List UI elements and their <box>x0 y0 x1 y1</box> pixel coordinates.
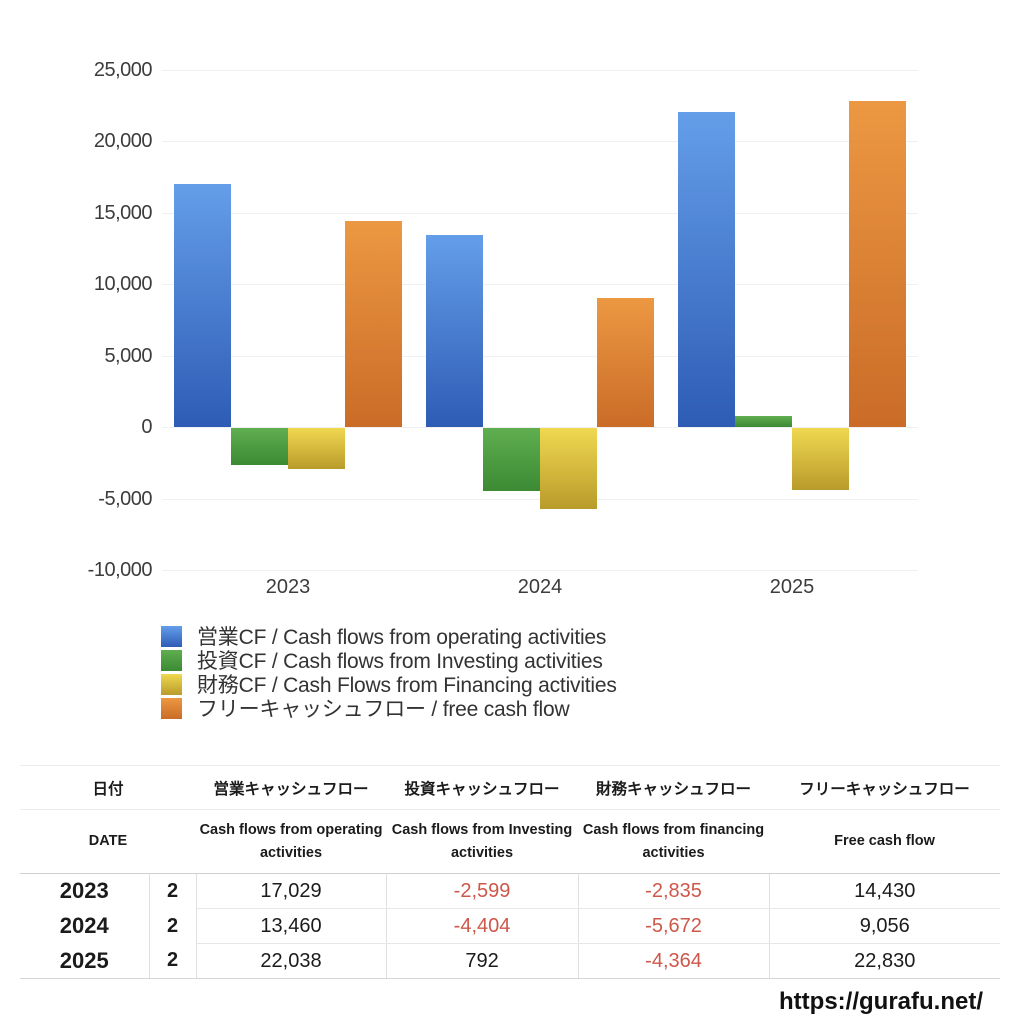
gridline-15000 <box>162 212 918 214</box>
table-row: 2024 2 13,460 -4,404 -5,672 9,056 <box>20 908 1001 944</box>
x-axis-label-2023: 2023 <box>265 576 311 598</box>
y-axis-label: 5,000 <box>104 344 152 367</box>
table-header-row-en: DATE Cash flows from operating activitie… <box>20 809 1001 874</box>
table-row: 2023 2 17,029 -2,599 -2,835 14,430 <box>20 873 1001 909</box>
cell-free: 9,056 <box>769 908 1001 944</box>
legend-item-financing: 財務CF / Cash Flows from Financing activit… <box>161 672 617 697</box>
cell-free: 14,430 <box>769 873 1001 909</box>
cell-financing: -4,364 <box>578 943 770 979</box>
legend-label-financing: 財務CF / Cash Flows from Financing activit… <box>197 674 617 697</box>
header-free-en: Free cash flow <box>769 809 1001 874</box>
cell-free: 22,830 <box>769 943 1001 979</box>
bar-investing-2024 <box>483 428 540 492</box>
table-header-row-jp: 日付 営業キャッシュフロー 投資キャッシュフロー 財務キャッシュフロー フリーキ… <box>20 765 1001 810</box>
gridline-0 <box>162 427 918 429</box>
y-axis-label: -5,000 <box>98 487 152 510</box>
cell-month: 2 <box>149 873 197 909</box>
header-date-jp: 日付 <box>20 765 197 810</box>
y-axis-label: 10,000 <box>93 273 153 296</box>
legend-swatch-financing-icon <box>161 673 182 695</box>
gridline-20000 <box>162 141 918 143</box>
y-axis-label: 20,000 <box>93 130 153 153</box>
cell-financing: -5,672 <box>578 908 770 944</box>
y-axis-label: 25,000 <box>93 59 153 81</box>
header-operating-en: Cash flows from operating activities <box>196 809 387 874</box>
legend-item-investing: 投資CF / Cash flows from Investing activit… <box>161 648 617 673</box>
bar-financing-2024 <box>540 428 597 510</box>
cell-financing: -2,835 <box>578 873 770 909</box>
header-operating-jp: 営業キャッシュフロー <box>196 765 387 810</box>
cell-operating: 17,029 <box>196 873 387 909</box>
cell-year: 2024 <box>20 908 150 944</box>
cell-month: 2 <box>149 908 197 944</box>
gridline-5000 <box>162 355 918 357</box>
cell-year: 2025 <box>20 943 150 979</box>
gridline--10000 <box>162 570 918 571</box>
header-investing-jp: 投資キャッシュフロー <box>386 765 579 810</box>
legend-label-operating: 営業CF / Cash flows from operating activit… <box>197 626 607 649</box>
cell-investing: 792 <box>386 943 579 979</box>
cell-investing: -4,404 <box>386 908 579 944</box>
bar-free_cash_flow-2024 <box>597 297 654 428</box>
table-row: 2025 2 22,038 792 -4,364 22,830 <box>20 943 1001 979</box>
header-investing-en: Cash flows from Investing activities <box>386 809 579 874</box>
header-financing-en: Cash flows from financing activities <box>578 809 770 874</box>
cell-month: 2 <box>149 943 197 979</box>
legend-swatch-operating-icon <box>161 625 182 647</box>
bar-investing-2023 <box>231 428 288 466</box>
site-url: https://gurafu.net/ <box>779 988 983 1015</box>
x-axis-label-2024: 2024 <box>517 576 563 598</box>
bar-operating-2024 <box>426 234 483 428</box>
cell-operating: 22,038 <box>196 943 387 979</box>
header-free-jp: フリーキャッシュフロー <box>769 765 1001 810</box>
x-axis-label-2025: 2025 <box>769 576 815 598</box>
legend-swatch-free-cash-flow-icon <box>161 697 182 719</box>
cell-year: 2023 <box>20 873 150 909</box>
cell-operating: 13,460 <box>196 908 387 944</box>
cashflow-table: 日付 営業キャッシュフロー 投資キャッシュフロー 財務キャッシュフロー フリーキ… <box>20 765 1001 979</box>
bar-operating-2025 <box>678 112 735 428</box>
bar-free_cash_flow-2025 <box>849 101 906 428</box>
legend-swatch-investing-icon <box>161 649 182 671</box>
bar-investing-2025 <box>735 415 792 428</box>
bar-financing-2023 <box>288 428 345 469</box>
chart-legend: 営業CF / Cash flows from operating activit… <box>161 624 617 721</box>
gridline-10000 <box>162 284 918 286</box>
legend-label-investing: 投資CF / Cash flows from Investing activit… <box>197 650 603 673</box>
legend-item-operating: 営業CF / Cash flows from operating activit… <box>161 624 617 649</box>
cashflow-chart: 25,000 20,000 15,000 10,000 5,000 0 -5,000 -10,… <box>87 59 918 598</box>
legend-item-free-cash-flow: フリーキャッシュフロー / free cash flow <box>161 696 617 721</box>
header-date-en: DATE <box>20 809 197 874</box>
y-axis-label: 15,000 <box>93 201 153 224</box>
y-axis-label: -10,000 <box>87 559 153 581</box>
legend-label-free-cash-flow: フリーキャッシュフロー / free cash flow <box>197 698 570 721</box>
cell-investing: -2,599 <box>386 873 579 909</box>
bar-operating-2023 <box>174 183 231 428</box>
gridline-25000 <box>162 70 918 71</box>
bar-financing-2025 <box>792 428 849 491</box>
y-axis-label: 0 <box>141 416 152 439</box>
bar-free_cash_flow-2023 <box>345 221 402 428</box>
header-financing-jp: 財務キャッシュフロー <box>578 765 770 810</box>
